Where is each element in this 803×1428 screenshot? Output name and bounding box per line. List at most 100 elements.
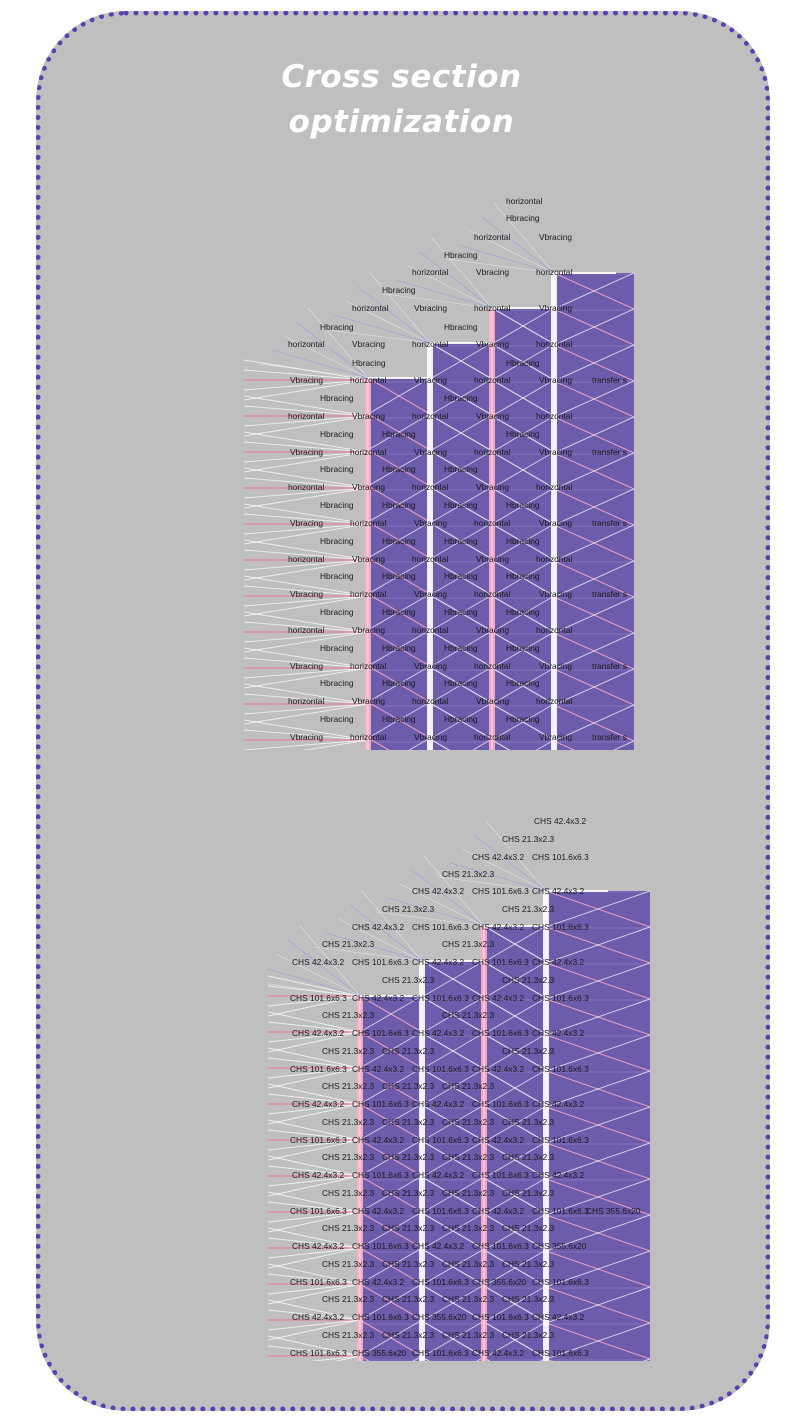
section-label: CHS 42.4x3.2 [292,1312,344,1322]
edge-brace [244,667,369,679]
edge-brace [244,575,369,597]
member-type-label: Vbracing [539,518,572,528]
member-type-label: Hbracing [382,571,416,581]
diagonal-brace [483,1321,547,1359]
section-label: CHS 42.4x3.2 [352,922,404,932]
section-label: CHS 21.3x2.3 [382,904,434,914]
section-label: CHS 101.6x6.3 [472,1099,529,1109]
member-type-label: transfer s [592,447,627,457]
member-type-label: Vbracing [352,625,385,635]
section-label: CHS 21.3x2.3 [442,1330,494,1340]
diagonal-brace [367,413,431,451]
section-label: CHS 21.3x2.3 [382,1152,434,1162]
section-label: CHS 101.6x6.3 [412,1348,469,1358]
wire-line [268,968,361,997]
wire-line [469,230,555,274]
member-type-label: Vbracing [414,661,447,671]
wire-line [445,258,555,274]
section-label: CHS 101.6x6.3 [412,922,469,932]
edge-brace [244,451,369,473]
section-label: CHS 42.4x3.2 [292,1099,344,1109]
edge-brace [268,1211,361,1223]
member-type-label: Vbracing [414,518,447,528]
member-type-label: Hbracing [506,213,540,223]
section-label: CHS 101.6x6.3 [290,1064,347,1074]
member-type-label: Hbracing [506,500,540,510]
member-type-label: Hbracing [444,500,478,510]
section-label: CHS 101.6x6.3 [290,1348,347,1358]
member-type-label: Vbracing [352,339,385,349]
member-type-label: Vbracing [476,554,509,564]
diagonal-brace [483,1213,547,1251]
diagonal-brace [612,740,634,750]
title-line-2: optimization [288,104,515,140]
edge-brace [268,1139,361,1151]
section-label: CHS 355.6x20 [532,1241,587,1251]
edge-brace [244,703,369,715]
member-type-label: horizontal [288,696,324,706]
member-type-label: horizontal [474,518,510,528]
member-type-label: horizontal [474,589,510,599]
diagonal-brace [491,595,555,633]
diagonal-brace [553,740,576,750]
section-label: CHS 355.6x20 [412,1312,467,1322]
diagonal-brace [367,593,431,631]
member-type-label: horizontal [288,482,324,492]
section-label: CHS 21.3x2.3 [442,1081,494,1091]
edge-brace [244,451,369,463]
edge-brace [244,631,369,653]
diagonal-brace [545,890,650,928]
diagonal-brace [545,1250,650,1288]
section-label: CHS 21.3x2.3 [322,1046,374,1056]
section-label: CHS 101.6x6.3 [352,1028,409,1038]
member-type-label: Hbracing [506,571,540,581]
diagonal-brace [359,1175,423,1213]
wire-line [313,946,423,962]
section-label: CHS 101.6x6.3 [352,1099,409,1109]
wire-line [431,237,493,309]
edge-brace [268,1139,361,1161]
diagonal-brace [421,1248,485,1286]
section-label: CHS 42.4x3.2 [292,1241,344,1251]
edge-brace [244,523,369,545]
section-label: CHS 101.6x6.3 [352,1170,409,1180]
edge-brace [268,1191,361,1213]
edge-brace [309,1355,361,1361]
edge-brace [268,1057,361,1069]
member-type-label: horizontal [350,518,386,528]
diagonal-brace [421,960,485,998]
wire-line [449,862,547,892]
section-label: CHS 21.3x2.3 [322,1010,374,1020]
section-label: CHS 21.3x2.3 [502,834,554,844]
section-label: CHS 101.6x6.3 [412,1277,469,1287]
member-type-label: Vbracing [476,267,509,277]
wire-line [419,251,493,309]
member-type-label: transfer s [592,518,627,528]
edge-brace [268,1201,361,1213]
section-label: CHS 355.6x20 [352,1348,407,1358]
building-volume [368,273,634,750]
section-label: CHS 21.3x2.3 [382,1046,434,1056]
section-label: CHS 42.4x3.2 [412,1099,464,1109]
edge-brace [268,1103,361,1115]
member-type-label: Hbracing [320,643,354,653]
edge-brace [268,995,361,1007]
member-type-label: horizontal [536,267,572,277]
section-label: CHS 21.3x2.3 [382,1259,434,1269]
section-label: CHS 101.6x6.3 [532,852,589,862]
wire-line [395,279,493,309]
edge-brace [244,369,369,381]
edge-brace [268,1227,361,1249]
member-type-label: horizontal [288,411,324,421]
member-type-label: Hbracing [382,536,416,546]
diagonal-brace [491,415,555,453]
edge-brace [244,595,369,607]
edge-brace [244,703,369,725]
edge-brace [334,1355,361,1361]
diagonal-brace [545,1322,650,1360]
title-line-1: Cross section [281,59,522,95]
member-type-label: Vbracing [476,482,509,492]
member-type-label: Vbracing [290,661,323,671]
diagonal-brace [483,1177,547,1215]
edge-brace [268,1031,361,1053]
